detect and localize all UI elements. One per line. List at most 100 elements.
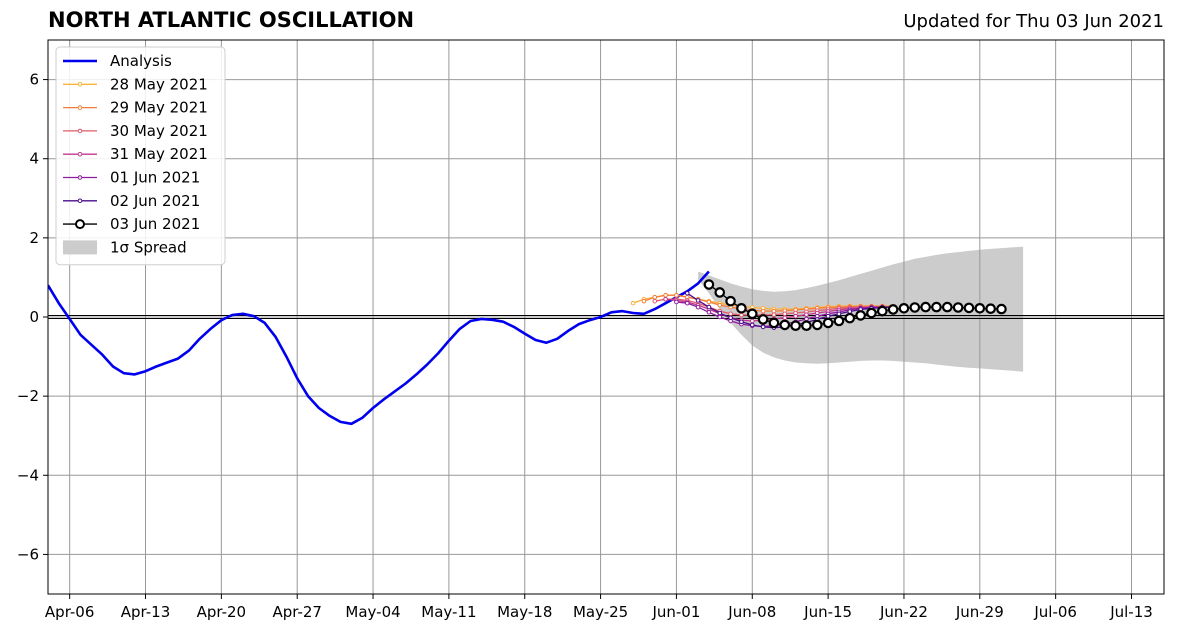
legend: Analysis 28 May 2021 29 May 2021 30 May 202…	[55, 46, 226, 266]
forecast-point	[684, 290, 690, 296]
y-tick-label: 6	[29, 71, 39, 89]
forecast-point	[790, 320, 801, 332]
forecast-point	[706, 304, 712, 310]
forecast-point	[757, 314, 769, 325]
forecast-point	[630, 300, 636, 306]
forecast-point	[963, 302, 975, 314]
forecast-point	[695, 304, 701, 310]
forecast-point	[801, 320, 812, 332]
forecast-point	[836, 311, 842, 317]
forecast-point	[952, 302, 964, 313]
forecast-point	[985, 303, 996, 314]
legend-label: 31 May 2021	[110, 145, 208, 163]
x-tick-label: Jul-06	[1033, 603, 1077, 621]
legend-label: 01 Jun 2021	[110, 169, 200, 187]
legend-marker	[75, 219, 85, 230]
x-tick-label: May-18	[497, 603, 552, 621]
axes-layer: Apr-06 Apr-13 Apr-20 Apr-27 May-04 May-11 May-…	[17, 39, 1165, 621]
y-tick-label: 2	[29, 229, 39, 247]
forecast-point	[779, 319, 791, 331]
forecast-point	[714, 287, 726, 298]
forecast-point	[652, 294, 658, 300]
legend-entry: 01 Jun 2021	[63, 169, 200, 187]
forecast-point	[717, 302, 723, 308]
forecast-point	[674, 299, 679, 305]
forecast-point	[804, 316, 809, 322]
y-tick-label: −6	[17, 545, 39, 563]
legend-entry: 02 Jun 2021	[63, 192, 200, 210]
legend-label: Analysis	[110, 52, 172, 70]
forecast-point	[706, 299, 712, 305]
forecast-point	[736, 302, 747, 314]
forecast-point	[695, 298, 701, 303]
legend-box	[55, 46, 226, 266]
chart-title: NORTH ATLANTIC OSCILLATION	[48, 8, 415, 32]
forecast-point	[652, 298, 658, 304]
x-tick-label: May-04	[345, 603, 400, 621]
forecast-point	[844, 312, 856, 324]
legend-marker	[77, 175, 83, 180]
forecast-point	[760, 308, 766, 314]
forecast-point	[909, 302, 921, 313]
forecast-point	[728, 315, 733, 321]
legend-marker	[77, 82, 83, 87]
forecast-point	[855, 310, 866, 321]
x-tick-label: Apr-13	[121, 603, 171, 621]
forecast-point	[663, 292, 668, 298]
forecast-line	[708, 284, 1002, 327]
forecast-point	[771, 312, 777, 317]
legend-marker	[77, 151, 83, 157]
forecast-point	[749, 318, 755, 324]
x-tick-label: Apr-27	[272, 603, 322, 621]
forecast-point	[782, 311, 788, 317]
x-tick-label: Jul-13	[1109, 603, 1153, 621]
forecast-series	[703, 279, 1007, 332]
legend-entry: 31 May 2021	[63, 145, 208, 163]
legend-entry: 03 Jun 2021	[63, 215, 200, 233]
forecast-point	[847, 309, 853, 314]
legend-marker	[77, 198, 83, 204]
forecast-point	[706, 309, 712, 315]
forecast-point	[674, 292, 679, 298]
legend-marker	[77, 128, 83, 134]
y-tick-label: −2	[17, 387, 39, 405]
x-tick-label: May-25	[573, 603, 628, 621]
forecast-point	[717, 314, 723, 320]
forecast-point	[996, 303, 1007, 315]
x-tick-label: Jun-29	[955, 603, 1004, 621]
forecast-point	[793, 313, 798, 319]
x-tick-label: Apr-06	[45, 603, 95, 621]
legend-entry: 30 May 2021	[63, 122, 208, 140]
forecast-point	[746, 308, 758, 320]
forecast-point	[825, 313, 831, 319]
forecast-point	[804, 312, 809, 317]
x-tick-label: Jun-08	[727, 603, 776, 621]
forecast-point	[739, 312, 744, 318]
legend-marker	[77, 105, 83, 110]
y-tick-label: −4	[17, 466, 39, 484]
forecast-point	[684, 300, 690, 306]
y-tick-label: 4	[29, 150, 39, 168]
series-layer	[48, 270, 1007, 426]
y-tick-label: 0	[29, 308, 39, 326]
legend-label: 03 Jun 2021	[110, 215, 200, 233]
legend-entry: 29 May 2021	[63, 99, 208, 117]
forecast-point	[717, 310, 723, 316]
forecast-point	[920, 301, 931, 313]
forecast-point	[739, 319, 744, 325]
chart-subtitle: Updated for Thu 03 Jun 2021	[903, 11, 1164, 32]
analysis-line	[48, 270, 710, 426]
forecast-point	[728, 311, 733, 317]
legend-label: 1σ Spread	[110, 238, 187, 256]
forecast-point	[833, 315, 845, 327]
forecast-line	[665, 298, 894, 322]
legend-entry: 1σ Spread	[63, 238, 187, 256]
forecast-point	[811, 319, 823, 331]
x-tick-label: Jun-22	[879, 603, 928, 621]
forecast-point	[866, 307, 877, 319]
forecast-point	[942, 301, 953, 313]
forecast-point	[898, 302, 910, 314]
legend-label: 28 May 2021	[110, 75, 208, 93]
forecast-point	[931, 301, 942, 313]
